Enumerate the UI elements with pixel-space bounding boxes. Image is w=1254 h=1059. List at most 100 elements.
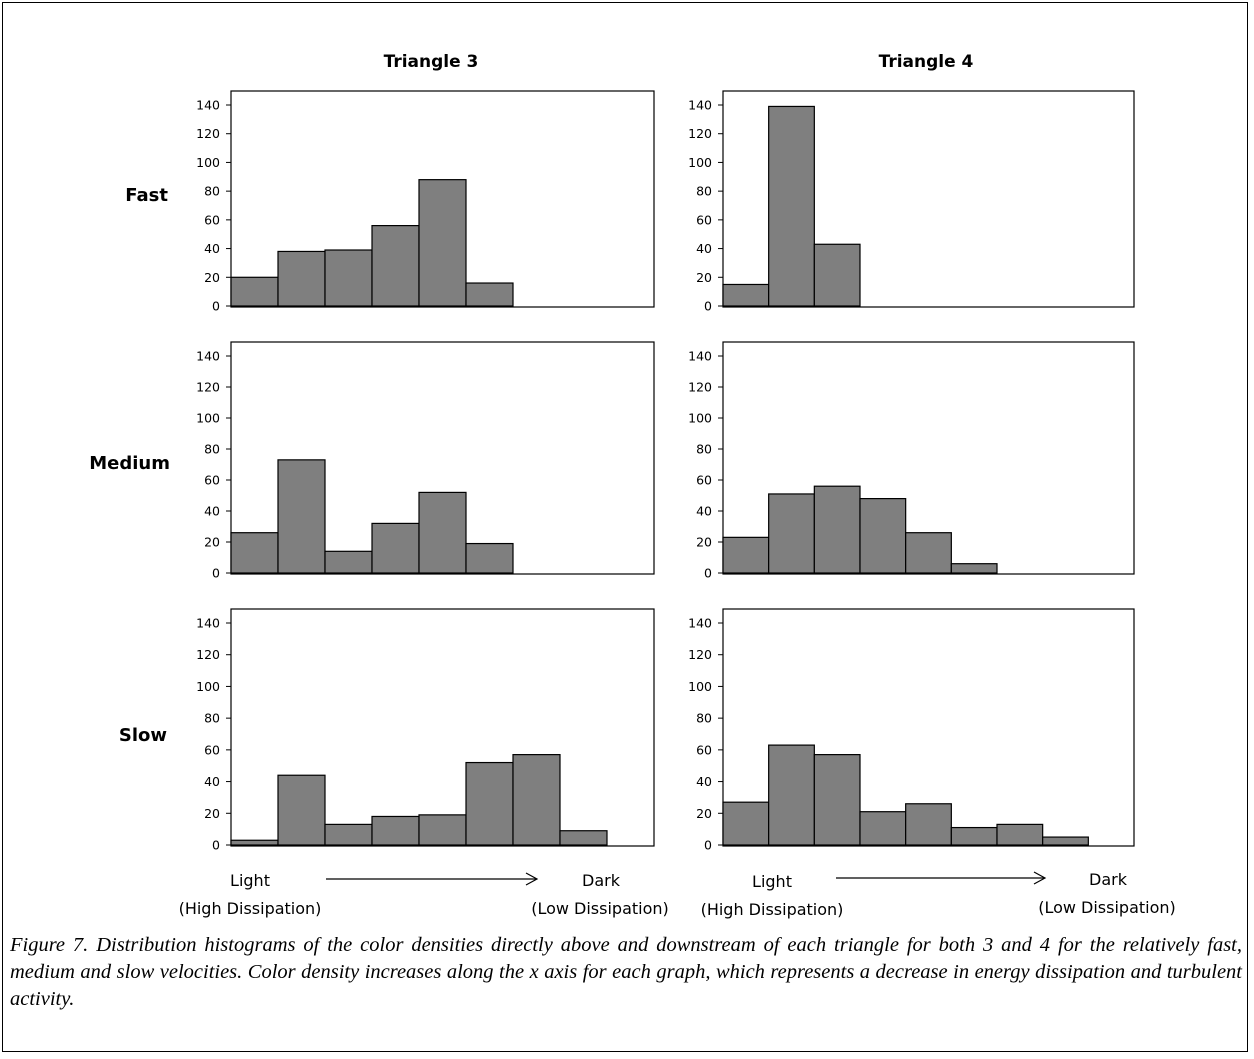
y-tick-label-triangle-3-slow-60: 60 [204,742,220,757]
y-tick-label-triangle-3-medium-20: 20 [204,535,220,550]
column-title-triangle-4: Triangle 4 [879,52,974,72]
bar-triangle-3-fast-6 [465,282,514,307]
y-tick-label-triangle-4-medium-100: 100 [688,411,712,426]
figure-caption: Figure 7. Distribution histograms of the… [10,934,1242,1010]
x-arrowhead-right-icon [1033,871,1047,885]
bar-triangle-3-slow-3 [324,823,373,846]
y-tick-label-triangle-4-slow-20: 20 [696,806,712,821]
y-tick-label-triangle-3-medium-0: 0 [212,566,220,581]
y-tick-label-triangle-4-medium-0: 0 [704,566,712,581]
y-tick-label-triangle-4-medium-120: 120 [688,380,712,395]
bar-triangle-3-medium-1 [230,532,279,574]
plot-area-triangle-3-medium [230,341,655,575]
x-label-dark-right: Dark [1089,870,1128,889]
y-tick-label-triangle-3-medium-40: 40 [204,504,220,519]
y-tick-label-triangle-4-fast-0: 0 [704,299,712,314]
y-tick-label-triangle-4-fast-80: 80 [696,184,712,199]
bar-triangle-3-fast-1 [230,276,279,307]
bar-triangle-4-slow-6 [950,826,998,846]
y-tick-label-triangle-3-medium-60: 60 [204,473,220,488]
y-tick-label-triangle-3-slow-20: 20 [204,806,220,821]
plot-area-triangle-4-fast [722,90,1135,308]
y-tick-label-triangle-4-slow-140: 140 [688,616,712,631]
y-tick-label-triangle-3-fast-80: 80 [204,184,220,199]
y-tick-label-triangle-4-slow-0: 0 [704,838,712,853]
y-tick-label-triangle-4-medium-80: 80 [696,442,712,457]
y-tick-label-triangle-3-slow-140: 140 [196,616,220,631]
y-tick-label-triangle-3-slow-80: 80 [204,711,220,726]
y-tick-label-triangle-4-medium-60: 60 [696,473,712,488]
y-tick-label-triangle-3-fast-0: 0 [212,299,220,314]
bar-triangle-4-fast-1 [722,283,770,307]
y-tick-label-triangle-4-fast-40: 40 [696,241,712,256]
bar-triangle-4-medium-6 [950,563,998,574]
bar-triangle-4-slow-7 [996,823,1044,846]
bar-triangle-4-medium-2 [768,493,815,574]
row-label-medium: Medium [89,453,170,474]
row-label-fast: Fast [125,185,168,206]
plot-area-triangle-4-medium [722,341,1135,575]
y-tick-label-triangle-3-medium-100: 100 [196,411,220,426]
bar-triangle-3-slow-2 [277,774,326,846]
bar-triangle-3-slow-8 [559,830,608,846]
bar-triangle-3-fast-2 [277,250,326,307]
y-tick-label-triangle-4-medium-40: 40 [696,504,712,519]
bar-triangle-4-fast-2 [768,105,815,307]
bar-triangle-4-slow-2 [768,744,815,846]
bar-triangle-3-slow-5 [418,814,467,846]
x-label-dark-left: Dark [582,871,621,890]
x-sublabel-high-dissipation-right: (High Dissipation) [701,900,844,919]
y-tick-label-triangle-4-medium-20: 20 [696,535,712,550]
chart-triangle-3-fast: 0 20 40 60 80 100 120 140 [196,90,655,314]
y-tick-label-triangle-3-fast-100: 100 [196,155,220,170]
bar-triangle-3-medium-5 [418,491,467,574]
x-label-light-right: Light [752,872,792,891]
bar-triangle-4-slow-4 [859,811,907,846]
y-tick-label-triangle-3-fast-140: 140 [196,98,220,113]
bar-triangle-4-medium-4 [859,498,907,574]
y-tick-label-triangle-4-fast-120: 120 [688,126,712,141]
y-tick-label-triangle-4-slow-100: 100 [688,679,712,694]
y-tick-label-triangle-3-fast-40: 40 [204,241,220,256]
bar-triangle-4-medium-5 [905,532,952,574]
x-label-light-left: Light [230,871,270,890]
x-sublabel-low-dissipation-right: (Low Dissipation) [1038,898,1176,917]
y-tick-label-triangle-3-medium-140: 140 [196,349,220,364]
bar-triangle-3-fast-5 [418,179,467,307]
bar-triangle-3-fast-3 [324,249,373,307]
bar-triangle-3-slow-1 [230,839,279,846]
bar-triangle-3-medium-2 [277,459,326,574]
y-tick-label-triangle-4-slow-40: 40 [696,774,712,789]
chart-triangle-3-slow: 0 20 40 60 80 100 120 140 [196,608,655,853]
y-tick-label-triangle-4-fast-100: 100 [688,155,712,170]
chart-triangle-3-medium: 0 20 40 60 80 100 120 140 [196,341,655,581]
y-tick-label-triangle-4-fast-20: 20 [696,270,712,285]
bar-triangle-3-fast-4 [371,225,420,307]
bar-triangle-4-slow-8 [1042,836,1089,846]
column-title-triangle-3: Triangle 3 [384,52,479,72]
bar-triangle-3-slow-6 [465,761,514,846]
y-tick-label-triangle-3-fast-20: 20 [204,270,220,285]
x-arrowhead-left-icon [525,872,539,886]
y-tick-label-triangle-3-medium-120: 120 [196,380,220,395]
row-label-slow: Slow [119,725,167,746]
bar-triangle-3-slow-7 [512,754,561,846]
plot-area-triangle-3-slow [230,608,655,847]
y-tick-label-triangle-3-slow-0: 0 [212,838,220,853]
x-sublabel-high-dissipation-left: (High Dissipation) [179,899,322,918]
bar-triangle-3-medium-4 [371,522,420,574]
chart-triangle-4-medium: 0 20 40 60 80 100 120 140 [688,341,1135,581]
bar-triangle-4-slow-5 [905,803,952,846]
y-tick-label-triangle-3-medium-80: 80 [204,442,220,457]
y-tick-label-triangle-4-fast-140: 140 [688,98,712,113]
y-tick-label-triangle-3-fast-120: 120 [196,126,220,141]
y-tick-label-triangle-4-slow-120: 120 [688,647,712,662]
bar-triangle-4-fast-3 [813,243,861,307]
y-tick-label-triangle-3-slow-120: 120 [196,647,220,662]
chart-triangle-4-fast: 0 20 40 60 80 100 120 140 [688,90,1135,314]
bar-triangle-4-medium-3 [813,485,861,574]
bar-triangle-3-slow-4 [371,815,420,846]
bar-triangle-3-medium-6 [465,542,514,574]
plot-area-triangle-3-fast [230,90,655,308]
